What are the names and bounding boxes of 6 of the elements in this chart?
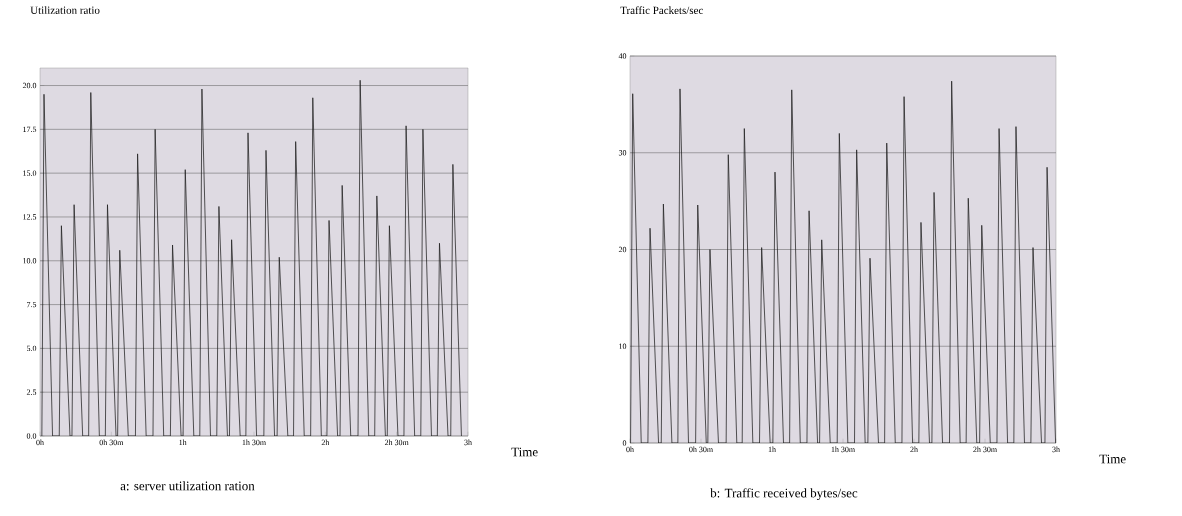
x-axis-title: Time — [511, 447, 538, 457]
text: b: Traffic received bytes/sec — [710, 488, 858, 501]
y-axis-title: Traffic Packets/sec — [620, 6, 703, 15]
y-axis-title: Utilization ratio — [30, 6, 100, 14]
x-axis-title: Time — [1099, 454, 1126, 464]
text: a: server utilization ration — [120, 481, 255, 491]
